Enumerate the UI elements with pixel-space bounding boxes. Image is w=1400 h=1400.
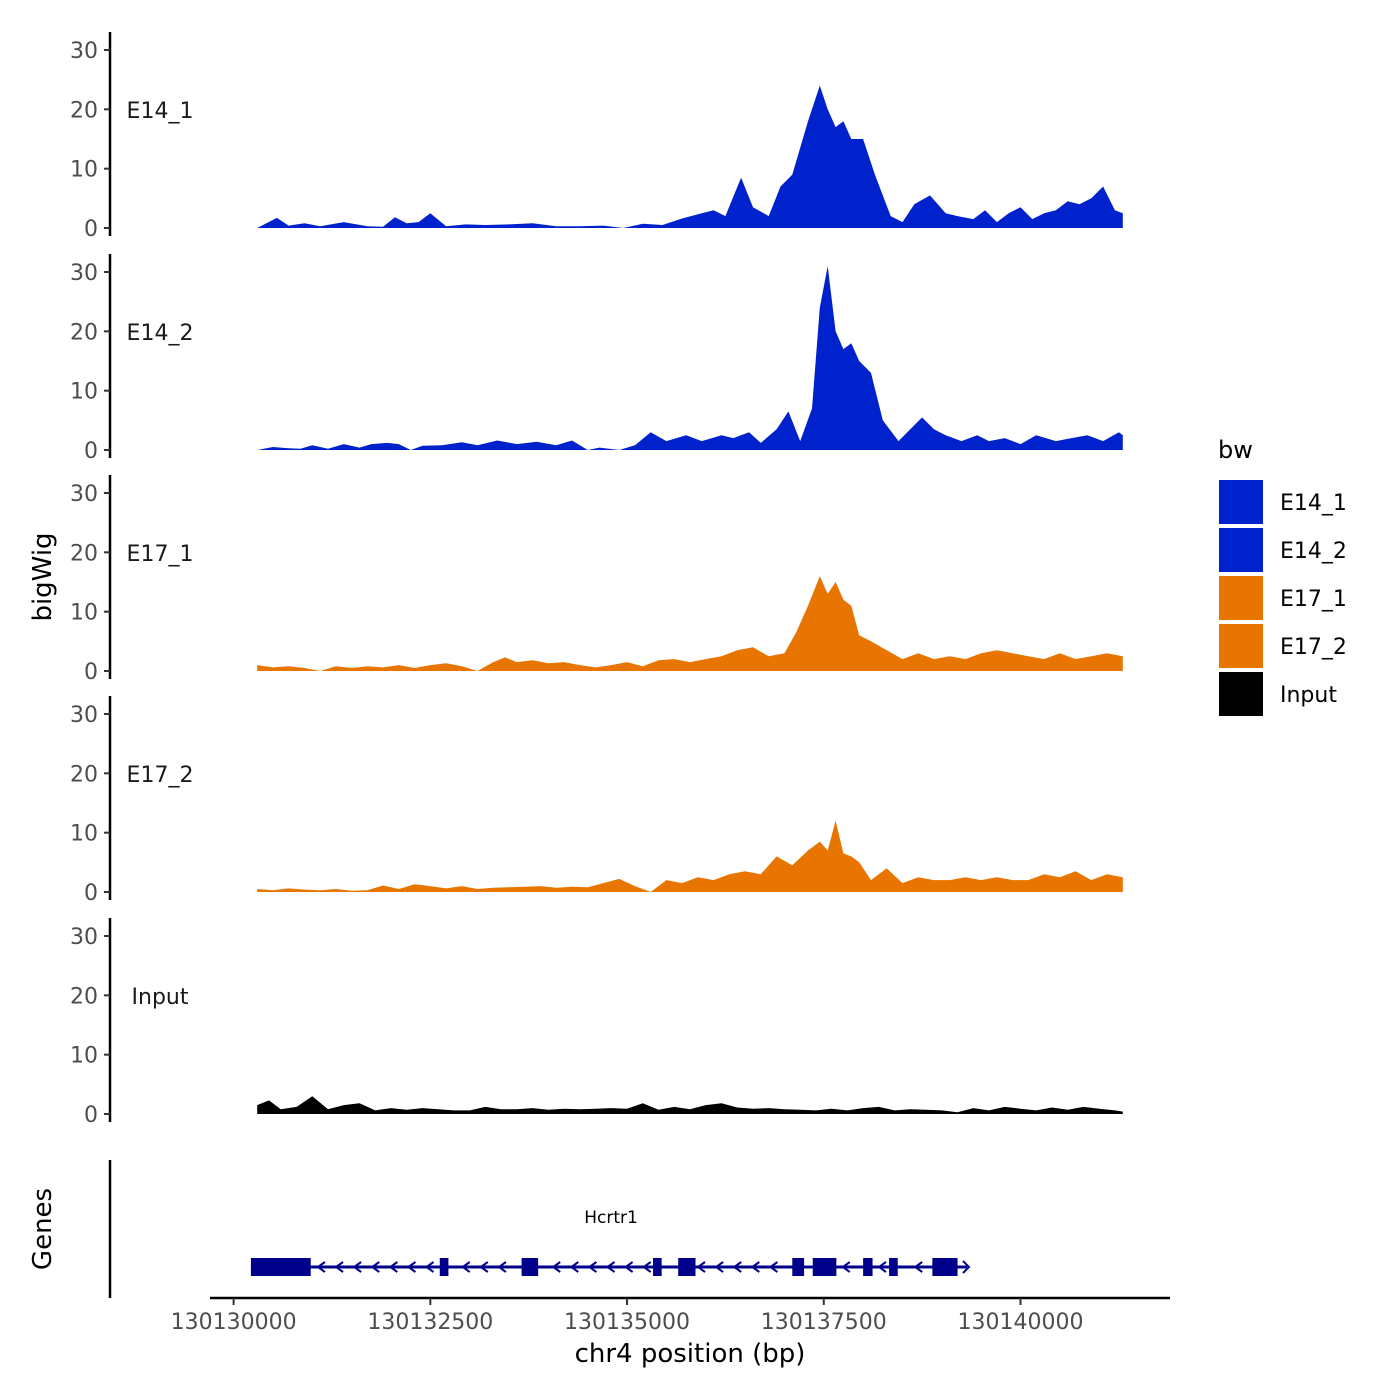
gene-exon (521, 1258, 539, 1276)
y-tick-label: 30 (70, 925, 98, 950)
area-E17_1 (257, 576, 1123, 671)
y-tick-label: 10 (70, 158, 98, 183)
y-tick-label: 20 (70, 98, 98, 123)
y-tick-label: 30 (70, 261, 98, 286)
y-tick-label: 10 (70, 601, 98, 626)
strand-arrow (370, 1261, 380, 1273)
strand-arrow (497, 1261, 507, 1273)
strand-arrow (623, 1261, 634, 1273)
legend: bw E14_1 E14_2 E17_1 E17_2 Input (1218, 436, 1347, 716)
y-tick-label: 0 (84, 1103, 98, 1128)
legend-swatch (1219, 480, 1263, 524)
area-E14_1 (257, 85, 1123, 228)
strand-arrow (424, 1261, 435, 1273)
gene-exon (792, 1258, 805, 1276)
gene-exon (932, 1258, 958, 1276)
legend-swatch (1219, 576, 1263, 620)
legend-swatch (1219, 672, 1263, 716)
track-label: Input (132, 985, 189, 1010)
strand-arrow (406, 1261, 417, 1273)
legend-label: Input (1280, 683, 1337, 708)
strand-arrow (569, 1261, 579, 1273)
x-tick-label: 130135000 (564, 1310, 690, 1335)
strand-arrow (962, 1260, 971, 1274)
strand-arrow (732, 1261, 742, 1273)
gene-exon (889, 1258, 898, 1276)
track-E17_1: 0 10 20 30 E17_1 (70, 475, 1123, 685)
track-E17_2: 0 10 20 30 E17_2 (70, 696, 1123, 906)
strand-arrow (388, 1261, 398, 1273)
track-E14_1: 0 10 20 30 E14_1 (70, 32, 1123, 242)
strand-arrow (587, 1261, 598, 1273)
gene-exon (439, 1258, 449, 1276)
track-panels: 0 10 20 30 E14_1 0 10 20 30 E14_2 0 10 20 30 E17_1 0 10 2… (70, 32, 1123, 1128)
y-tick-label: 10 (70, 1044, 98, 1069)
x-tick-label: 130132500 (367, 1310, 493, 1335)
gene-name: Hcrtr1 (584, 1208, 638, 1228)
x-axis-label: chr4 position (bp) (575, 1339, 806, 1369)
y-tick-label: 30 (70, 703, 98, 728)
strand-arrow (334, 1261, 344, 1273)
legend-swatch (1219, 624, 1263, 668)
area-Input (257, 1096, 1123, 1114)
strand-arrow (461, 1261, 471, 1273)
gene-exon (250, 1258, 311, 1276)
y-tick-label: 20 (70, 984, 98, 1009)
y-axis-label: bigWig (28, 532, 58, 621)
genes-axis-label: Genes (28, 1188, 58, 1270)
track-label: E14_2 (127, 321, 194, 346)
legend-label: E14_1 (1280, 491, 1347, 516)
y-tick-label: 20 (70, 320, 98, 345)
x-tick-label: 130130000 (171, 1310, 297, 1335)
y-tick-label: 30 (70, 482, 98, 507)
track-label: E14_1 (127, 99, 194, 124)
y-tick-label: 10 (70, 822, 98, 847)
y-tick-label: 30 (70, 39, 98, 64)
gene-exon (653, 1258, 662, 1276)
y-tick-label: 0 (84, 660, 98, 685)
x-tick-label: 130140000 (957, 1310, 1083, 1335)
strand-arrow (642, 1261, 652, 1273)
area-E14_2 (257, 266, 1123, 450)
y-tick-label: 20 (70, 762, 98, 787)
strand-arrow (316, 1261, 326, 1273)
y-tick-label: 0 (84, 881, 98, 906)
x-tick-label: 130137500 (761, 1310, 887, 1335)
strand-arrow (605, 1261, 616, 1273)
legend-label: E17_2 (1280, 635, 1347, 660)
gene-exon (863, 1258, 873, 1276)
area-E17_2 (257, 820, 1123, 892)
gene-track: Hcrtr1 (108, 1160, 971, 1298)
gene-exon (812, 1258, 837, 1276)
y-tick-label: 10 (70, 380, 98, 405)
x-axis: 130130000 130132500 130135000 130137500 1301… (171, 1296, 1170, 1335)
y-tick-label: 0 (84, 217, 98, 242)
y-tick-label: 0 (84, 439, 98, 464)
strand-arrow (551, 1261, 561, 1273)
legend-title: bw (1218, 436, 1253, 464)
strand-arrow (913, 1261, 923, 1273)
y-tick-label: 20 (70, 541, 98, 566)
strand-arrow (877, 1261, 887, 1273)
legend-label: E14_2 (1280, 539, 1347, 564)
strand-arrow (696, 1261, 706, 1273)
track-Input: 0 10 20 30 Input (70, 918, 1123, 1128)
strand-arrow (750, 1261, 760, 1273)
track-label: E17_1 (127, 542, 194, 567)
strand-arrow (714, 1261, 724, 1273)
strand-arrow (841, 1261, 851, 1273)
strand-arrow (768, 1261, 778, 1273)
legend-swatch (1219, 528, 1263, 572)
strand-arrow (479, 1261, 489, 1273)
track-E14_2: 0 10 20 30 E14_2 (70, 254, 1123, 464)
gene-exon (678, 1258, 696, 1276)
strand-arrow (352, 1261, 362, 1273)
track-label: E17_2 (127, 763, 194, 788)
legend-label: E17_1 (1280, 587, 1347, 612)
